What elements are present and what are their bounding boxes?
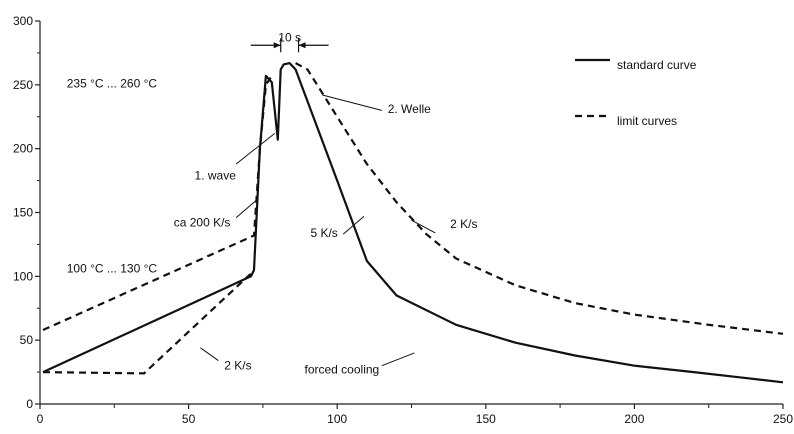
y-tick-label: 150 xyxy=(13,206,33,220)
limit-curve-line-3 xyxy=(295,62,784,335)
interval-arrowhead-left xyxy=(273,42,281,49)
axes: 0 50 100 150 200 250 300 0 50 100 150 200 250 xyxy=(13,14,793,426)
x-tick-label: 100 xyxy=(327,412,347,426)
annotation-leader xyxy=(342,215,365,235)
x-tick-label: 250 xyxy=(773,412,793,426)
x-tick-label: 0 xyxy=(37,412,44,426)
x-tick-label: 200 xyxy=(624,412,644,426)
interval-label: 10 s xyxy=(278,30,301,44)
y-tick-label: 200 xyxy=(13,142,33,156)
annotation-label: 2 K/s xyxy=(224,359,251,373)
annotation-label: 5 K/s xyxy=(310,226,337,240)
y-tick-label: 50 xyxy=(20,333,34,347)
annotation-leader xyxy=(235,132,276,165)
annotation-label: 100 °C ... 130 °C xyxy=(67,262,158,276)
annotation-label: ca 200 K/s xyxy=(174,216,231,230)
annotation-label: forced cooling xyxy=(305,362,380,376)
annotation-leader xyxy=(200,347,219,361)
annotation-label: 1. wave xyxy=(195,168,237,182)
x-tick-label: 50 xyxy=(182,412,196,426)
y-tick-label: 0 xyxy=(26,397,33,411)
annotation-leader xyxy=(381,352,415,367)
annotation-label: 235 °C ... 260 °C xyxy=(67,76,158,90)
legend-label: standard curve xyxy=(617,58,697,72)
y-tick-label: 250 xyxy=(13,78,33,92)
legend: standard curve limit curves xyxy=(575,58,697,128)
limit-curve-line-2 xyxy=(42,270,255,375)
interval-marker: 10 s xyxy=(250,30,329,53)
annotation-label: 2. Welle xyxy=(388,102,431,116)
annotation-label: 2 K/s xyxy=(450,217,477,231)
annotations: 235 °C ... 260 °C 100 °C ... 130 °C 1. wav… xyxy=(67,76,478,376)
limit-curve-line-1 xyxy=(42,75,273,332)
legend-label: limit curves xyxy=(617,114,677,128)
curves xyxy=(42,61,784,384)
annotation-leader xyxy=(322,94,382,111)
interval-arrowhead-right xyxy=(298,42,306,49)
y-tick-label: 300 xyxy=(13,14,33,28)
y-tick-label: 100 xyxy=(13,269,33,283)
annotation-leader xyxy=(235,199,258,218)
x-tick-label: 150 xyxy=(476,412,496,426)
annotation-leader xyxy=(411,219,436,234)
